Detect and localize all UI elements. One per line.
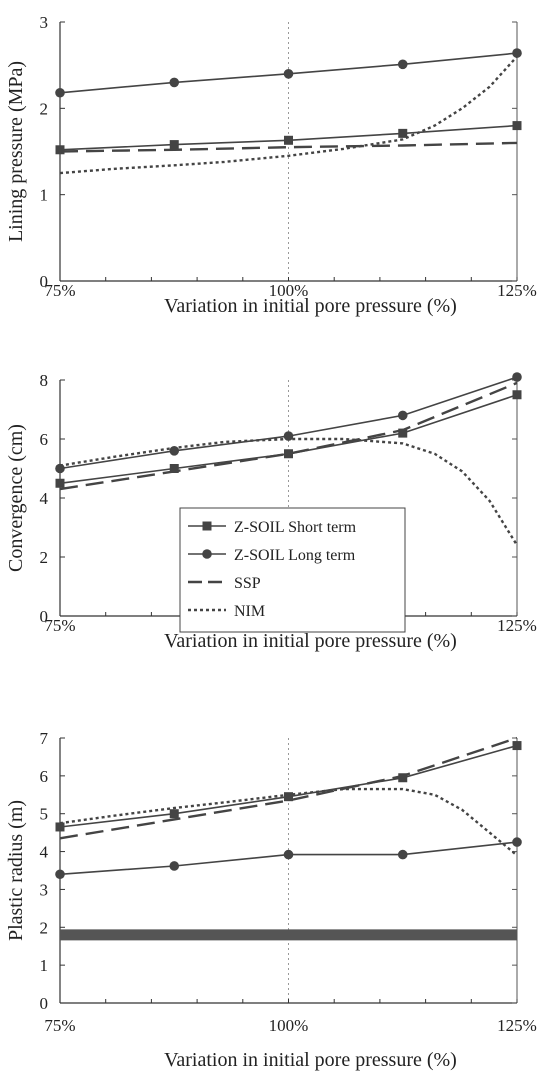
chart1-series-2-line: [59, 141, 518, 153]
chart3-xlabel: Variation in initial pore pressure (%): [164, 1049, 457, 1071]
chart3-series-0-point-3: [398, 773, 408, 783]
chart3-ytick-label-1: 1: [40, 956, 49, 975]
chart1-ytick-label-0: 0: [40, 272, 49, 291]
chart1-series-0-point-0: [55, 145, 65, 155]
chart2-legend-marker-0: [202, 521, 212, 531]
chart3-series-1-point-3: [397, 849, 408, 860]
chart1-series-1-point-0: [55, 87, 65, 98]
chart1-series-0-point-3: [398, 128, 408, 138]
chart2-ytick-label-1: 2: [40, 548, 49, 567]
chart2-xtick-label-2: 125%: [497, 616, 537, 635]
chart1-xtick-label-0: 75%: [44, 281, 75, 300]
chart3-ytick-label-6: 6: [40, 767, 49, 786]
chart2-series-0-point-1: [169, 464, 179, 473]
chart3-ytick-label-7: 7: [40, 729, 49, 748]
chart1-series-0-point-2: [284, 135, 293, 145]
chart3-xtick-label-1: 100%: [269, 1016, 309, 1035]
chart3-ytick-label-0: 0: [40, 994, 49, 1013]
chart3-series-1-point-0: [55, 869, 65, 880]
chart2-legend-label-3: NIM: [234, 603, 265, 620]
chart1-xlabel: Variation in initial pore pressure (%): [164, 295, 457, 317]
chart2-series-1-point-4: [512, 372, 522, 382]
chart2-xlabel: Variation in initial pore pressure (%): [164, 630, 457, 652]
chart3-ytick-label-3: 3: [40, 880, 49, 899]
chart1-xtick-label-2: 125%: [497, 281, 537, 300]
chart2-legend-marker-1: [202, 549, 212, 559]
chart2-series-1-point-1: [169, 446, 180, 456]
chart3-series-0-point-2: [284, 792, 293, 802]
chart3-xtick-label-2: 125%: [497, 1016, 537, 1035]
chart3-series-3-line: [59, 787, 518, 857]
chart3-series-1-point-2: [283, 849, 294, 860]
chart3-series-0-point-0: [55, 822, 65, 832]
chart1-ytick-label-1: 1: [40, 186, 49, 205]
chart3-xtick-label-0: 75%: [44, 1016, 75, 1035]
chart2-series-1-point-2: [283, 431, 294, 441]
chart2-ytick-label-3: 6: [40, 430, 49, 449]
chart2-series-0-point-3: [398, 428, 408, 438]
chart2-series-0-point-4: [512, 390, 522, 400]
chart3-series-1-point-4: [512, 837, 522, 847]
chart2-legend-box: [179, 507, 406, 633]
chart2-ytick-label-4: 8: [40, 371, 49, 390]
chart1-ytick-label-2: 2: [40, 99, 49, 118]
chart3-ylabel: Plastic radius (m): [5, 800, 27, 941]
chart1-ylabel: Lining pressure (MPa): [5, 61, 27, 242]
chart2-series-1-point-3: [397, 410, 408, 421]
chart1-xtick-label-1: 100%: [269, 281, 309, 300]
chart1-series-3-line: [59, 55, 518, 175]
chart2-legend-label-2: SSP: [234, 575, 261, 592]
chart3-ytick-label-2: 2: [40, 918, 49, 937]
chart1-series-0-point-1: [169, 140, 179, 150]
chart2-series-0-point-2: [284, 449, 293, 459]
chart3-series-0-point-1: [169, 809, 179, 819]
chart3-ytick-label-4: 4: [40, 843, 49, 862]
chart2-series-0-point-0: [55, 478, 65, 488]
chart2-ytick-label-0: 0: [40, 607, 49, 626]
chart1-series-1-point-1: [169, 77, 180, 88]
chart1-series-0-point-4: [512, 121, 522, 131]
chart2-ytick-label-2: 4: [40, 489, 49, 508]
chart1-series-1-point-4: [512, 48, 522, 58]
chart3-ytick-label-5: 5: [40, 805, 49, 824]
chart1-series-1-point-2: [283, 69, 294, 79]
chart2-ylabel: Convergence (cm): [5, 424, 27, 572]
chart1-ytick-label-3: 3: [40, 13, 49, 32]
chart2-xtick-label-0: 75%: [44, 616, 75, 635]
chart2-legend-label-1: Z-SOIL Long term: [234, 547, 356, 564]
chart1-series-1-point-3: [397, 59, 408, 70]
chart3-series-1-point-1: [169, 861, 180, 871]
chart2-legend-label-0: Z-SOIL Short term: [234, 519, 357, 536]
chart3-series-0-point-4: [512, 741, 522, 751]
